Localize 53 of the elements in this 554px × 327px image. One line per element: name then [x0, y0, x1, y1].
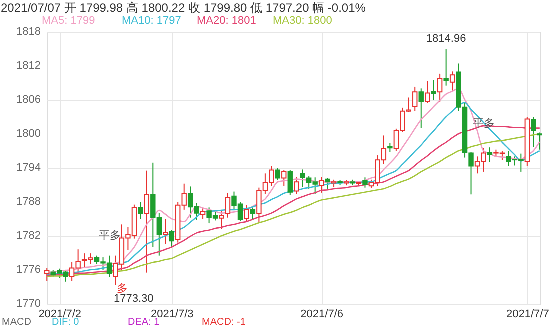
candlestick [138, 202, 144, 220]
y-tick-label: 1770 [16, 298, 41, 310]
candlestick [275, 168, 281, 181]
candlestick [318, 176, 324, 194]
candlestick [537, 132, 542, 150]
candlestick [450, 71, 456, 92]
text: MACD [2, 317, 32, 327]
candlestick [163, 218, 168, 245]
candlestick [282, 170, 287, 187]
text: DIF: 0 [52, 317, 80, 327]
annotation: 1773.30 [114, 293, 154, 305]
y-tick-label: 1782 [16, 230, 41, 242]
text: DEA: 1 [128, 317, 160, 327]
candlestick [412, 86, 418, 112]
candlestick [144, 170, 150, 274]
y-tick-label: 1788 [16, 196, 41, 208]
candlestick [437, 73, 443, 103]
y-tick-label: 1794 [16, 162, 41, 174]
annotation: 平多 [99, 230, 121, 242]
candlestick [444, 48, 449, 86]
y-tick-label: 1800 [16, 128, 41, 140]
candlestick [294, 176, 300, 195]
annotation: 多 [117, 283, 128, 295]
candlestick [468, 152, 474, 196]
text: MACD: -1 [202, 317, 246, 327]
candlestick [288, 170, 293, 196]
candlestick [531, 116, 536, 148]
candlestick [169, 230, 174, 248]
candlestick [388, 142, 393, 153]
y-tick-label: 1806 [16, 94, 41, 106]
text: MA5: 1799 [42, 15, 96, 27]
candlestick [200, 207, 206, 220]
candlestick [431, 80, 436, 100]
candlestick [362, 177, 368, 188]
candlestick [425, 80, 430, 104]
text: MA20: 1801 [197, 15, 256, 27]
candlestick [325, 178, 330, 190]
x-tick-label: 2021/7/7 [506, 308, 550, 320]
candlestick [487, 147, 493, 163]
candlestick [250, 207, 256, 220]
candlestick [418, 88, 424, 129]
text: MA30: 1800 [273, 15, 332, 27]
annotation: 1814.96 [426, 33, 466, 46]
chart-title: 2021/07/07 开 1799.98 高 1800.22 收 1799.80 低 1797.20 幅 -0.01% [1, 1, 366, 15]
y-tick-label: 1812 [16, 60, 41, 72]
y-tick-label: 1776 [16, 264, 41, 276]
candlestick [225, 193, 231, 218]
y-tick-label: 1818 [16, 26, 41, 38]
candlestick [219, 209, 224, 230]
candlestick [44, 268, 50, 282]
text: MA10: 1797 [122, 15, 182, 27]
candlestick [244, 204, 250, 222]
x-tick-label: 2021/7/6 [300, 308, 344, 320]
